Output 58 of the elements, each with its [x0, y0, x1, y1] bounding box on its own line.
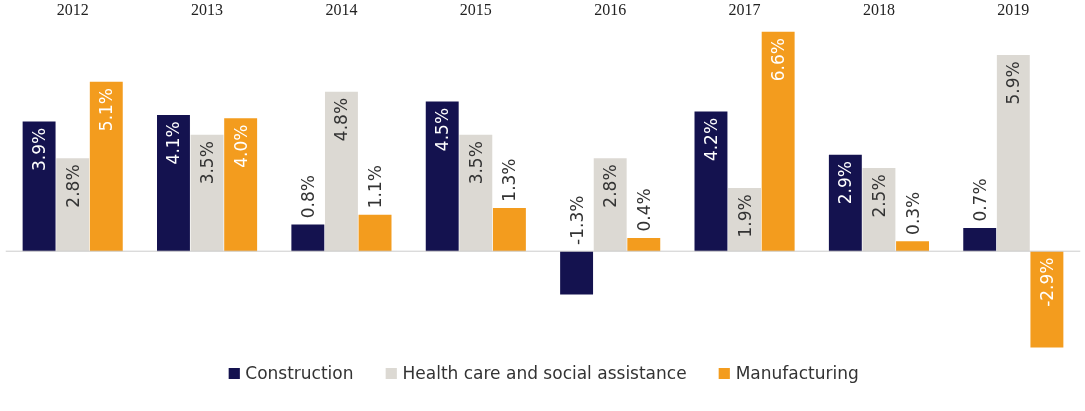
bar — [1030, 251, 1064, 348]
bar — [224, 118, 258, 252]
data-label: 1.3% — [499, 158, 520, 202]
data-label: 4.1% — [163, 121, 184, 165]
data-label: -1.3% — [566, 195, 587, 245]
data-label: 1.9% — [734, 194, 755, 238]
data-label: 5.1% — [96, 87, 117, 132]
x-tick-label: 2013 — [191, 0, 224, 18]
bar — [459, 134, 493, 252]
legend-label: Manufacturing — [735, 363, 859, 383]
data-label: 4.5% — [432, 107, 453, 152]
data-label: 2.9% — [835, 161, 856, 205]
bar — [291, 224, 325, 252]
data-label: -2.9% — [1036, 257, 1057, 307]
bar — [492, 207, 526, 252]
bar — [89, 81, 123, 252]
bar — [425, 101, 459, 252]
data-label: 2.8% — [62, 164, 83, 208]
data-label: 4.0% — [230, 124, 251, 168]
data-label: 0.3% — [902, 191, 923, 235]
legend-label: Construction — [245, 363, 354, 383]
bar — [593, 158, 627, 252]
x-tick-label: 2019 — [997, 0, 1030, 18]
data-label: 6.6% — [768, 38, 789, 82]
x-tick-label: 2012 — [56, 0, 89, 18]
data-label: 0.7% — [969, 178, 990, 222]
bar — [324, 91, 358, 252]
x-tick-label: 2016 — [594, 0, 627, 18]
bar — [996, 55, 1030, 252]
data-label: 0.8% — [297, 175, 318, 219]
data-label: 3.5% — [197, 141, 218, 185]
bar — [56, 158, 90, 252]
x-tick-label: 2017 — [728, 0, 761, 18]
x-tick-label: 2018 — [862, 0, 895, 18]
x-tick-label: 2015 — [459, 0, 492, 18]
legend-label: Health care and social assistance — [402, 363, 687, 383]
bar — [761, 31, 795, 252]
data-label: 1.1% — [365, 165, 386, 209]
bar — [157, 114, 190, 252]
bar — [694, 111, 728, 252]
bar — [560, 251, 594, 295]
bar — [896, 241, 929, 252]
data-label: 3.5% — [465, 141, 486, 185]
x-tick-label: 2014 — [325, 0, 358, 18]
bar — [358, 214, 392, 252]
bar — [22, 121, 56, 252]
data-label: 0.4% — [633, 188, 654, 232]
bar — [862, 168, 896, 252]
bar — [627, 237, 661, 252]
bar — [190, 134, 224, 252]
data-label: 2.8% — [600, 164, 621, 208]
bar — [963, 227, 997, 252]
data-label: 4.8% — [331, 97, 352, 142]
data-label: 2.5% — [868, 174, 889, 218]
data-label: 5.9% — [1003, 61, 1024, 105]
data-label: 4.2% — [700, 117, 721, 162]
bar — [828, 154, 862, 252]
data-label: 3.9% — [29, 127, 50, 172]
